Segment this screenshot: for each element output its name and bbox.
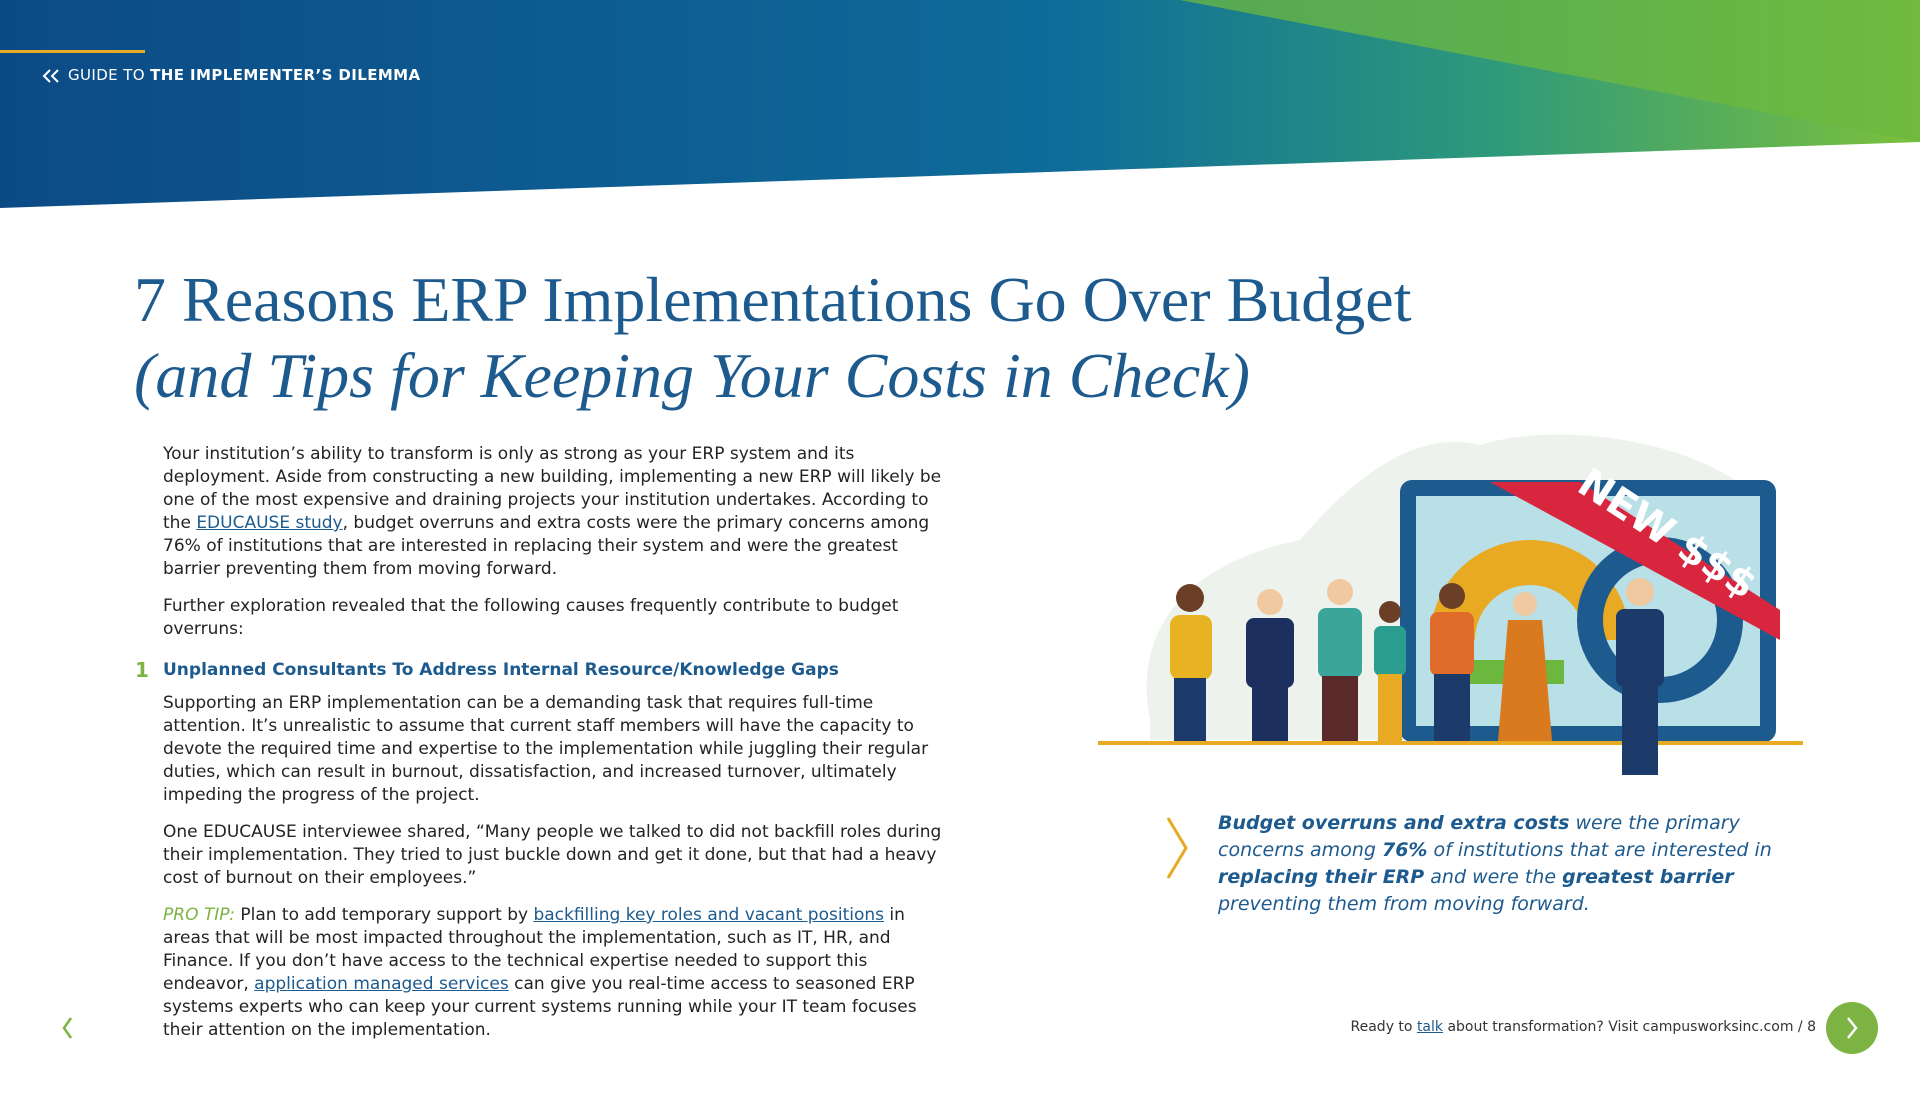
intro: Your institution’s ability to transform … bbox=[163, 443, 953, 581]
accent-rule bbox=[0, 50, 145, 53]
breadcrumb[interactable]: GUIDE TO THE IMPLEMENTER’S DILEMMA bbox=[68, 66, 421, 84]
link[interactable]: talk bbox=[1416, 1019, 1444, 1035]
people bbox=[1170, 578, 1664, 775]
title-line-italic: (and Tips for Keeping Your Costs in Chec… bbox=[134, 340, 1250, 411]
text: were the primary concerns among bbox=[1218, 812, 1740, 861]
lead: Further exploration revealed that the fo… bbox=[163, 596, 899, 639]
pro-tip: PRO TIP: Plan to add temporary support b… bbox=[163, 904, 953, 1042]
text: preventing them from moving forward. bbox=[1218, 893, 1590, 915]
breadcrumb-prefix: GUIDE TO bbox=[68, 66, 145, 84]
link[interactable]: EDUCAUSE study bbox=[196, 513, 343, 533]
next-icon bbox=[1847, 1017, 1858, 1039]
callout-chevron bbox=[1166, 817, 1188, 879]
page-title: 7 Reasons ERP Implementations Go Over Bu… bbox=[134, 262, 1411, 414]
illustration: NEW $$$ bbox=[1098, 434, 1803, 775]
emphasis: greatest barrier bbox=[1562, 866, 1734, 888]
reason-heading: 1 Unplanned Consultants To Address Intern… bbox=[135, 659, 953, 682]
body-column: Your institution’s ability to transform … bbox=[135, 443, 953, 1056]
emphasis: replacing their ERP bbox=[1218, 866, 1425, 888]
text: and were the bbox=[1424, 866, 1563, 888]
link[interactable]: application managed services bbox=[254, 974, 509, 994]
tip-label: PRO TIP: bbox=[163, 905, 235, 925]
floor bbox=[1098, 741, 1803, 745]
emphasis: 76% bbox=[1381, 839, 1428, 861]
back-icon bbox=[42, 69, 59, 83]
text: about transformation? Visit campusworksi… bbox=[1443, 1019, 1808, 1035]
link[interactable]: backfilling key roles and vacant positio… bbox=[533, 905, 884, 925]
reason-number: 1 bbox=[135, 658, 149, 682]
callout: Budget overruns and extra costs were the… bbox=[1218, 810, 1798, 918]
paragraph: Supporting an ERP implementation can be … bbox=[163, 693, 929, 805]
text: Your institution’s ability to transform … bbox=[163, 444, 942, 533]
text: can give you real-time access to seasone… bbox=[163, 974, 917, 1040]
page-number: 8 bbox=[1807, 1019, 1816, 1035]
text: of institutions that are interested in bbox=[1427, 839, 1772, 861]
breadcrumb-title: THE IMPLEMENTER’S DILEMMA bbox=[150, 66, 421, 84]
header-band bbox=[0, 0, 1920, 208]
text: Ready to bbox=[1350, 1019, 1417, 1035]
heading-text: Unplanned Consultants To Address Interna… bbox=[163, 660, 839, 680]
emphasis: Budget overruns and extra costs bbox=[1218, 812, 1570, 834]
banner bbox=[1490, 482, 1780, 640]
prev-page[interactable] bbox=[62, 1017, 73, 1039]
text: , budget overruns and extra costs were t… bbox=[163, 513, 930, 579]
title-line: 7 Reasons ERP Implementations Go Over Bu… bbox=[134, 264, 1412, 335]
next-page[interactable] bbox=[1826, 1002, 1878, 1054]
text: in areas that will be most impacted thro… bbox=[163, 905, 905, 994]
text: Plan to add temporary support by bbox=[234, 905, 534, 925]
header-accent bbox=[1180, 0, 1920, 142]
paragraph: One EDUCAUSE interviewee shared, “Many p… bbox=[163, 822, 942, 888]
footer: Ready to talk about transformation? Visi… bbox=[1351, 1019, 1816, 1035]
